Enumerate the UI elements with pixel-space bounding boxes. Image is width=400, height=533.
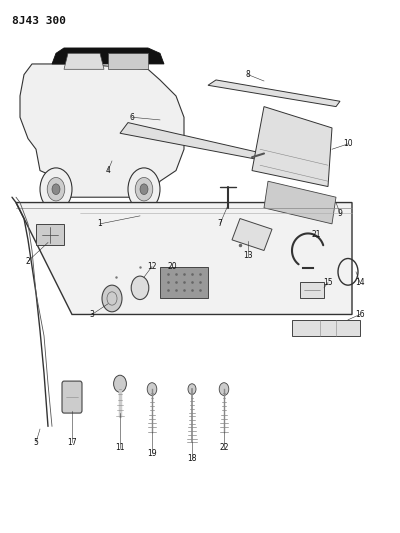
Text: 18: 18	[187, 454, 197, 463]
Circle shape	[52, 184, 60, 195]
Text: 20: 20	[167, 262, 177, 271]
Text: 4: 4	[106, 166, 110, 175]
Text: 10: 10	[343, 140, 353, 148]
Circle shape	[102, 285, 122, 312]
Text: 22: 22	[219, 443, 229, 452]
Polygon shape	[160, 266, 208, 298]
Text: 16: 16	[355, 310, 365, 319]
Text: 14: 14	[355, 278, 365, 287]
Circle shape	[128, 168, 160, 211]
Circle shape	[135, 177, 153, 201]
Polygon shape	[108, 53, 148, 69]
Text: 8: 8	[246, 70, 250, 79]
Polygon shape	[300, 282, 324, 298]
Text: 15: 15	[323, 278, 333, 287]
Text: 17: 17	[67, 438, 77, 447]
Text: 1: 1	[98, 220, 102, 228]
Circle shape	[188, 384, 196, 394]
Circle shape	[47, 177, 65, 201]
Polygon shape	[52, 48, 164, 64]
Polygon shape	[292, 320, 360, 336]
Polygon shape	[232, 219, 272, 251]
Polygon shape	[64, 53, 104, 69]
Text: 3: 3	[90, 310, 94, 319]
Text: 6: 6	[130, 113, 134, 122]
Circle shape	[140, 184, 148, 195]
Text: 19: 19	[147, 449, 157, 457]
Text: 12: 12	[147, 262, 157, 271]
Circle shape	[147, 383, 157, 395]
Polygon shape	[208, 80, 340, 107]
Circle shape	[131, 276, 149, 300]
Text: 11: 11	[115, 443, 125, 452]
Text: 13: 13	[243, 252, 253, 260]
Polygon shape	[16, 203, 352, 314]
Polygon shape	[20, 64, 184, 197]
Circle shape	[114, 375, 126, 392]
Text: 2: 2	[26, 257, 30, 265]
Polygon shape	[36, 224, 64, 245]
Text: 21: 21	[311, 230, 321, 239]
Circle shape	[219, 383, 229, 395]
Circle shape	[40, 168, 72, 211]
Text: 8J43 300: 8J43 300	[12, 16, 66, 26]
Text: 7: 7	[218, 220, 222, 228]
Polygon shape	[252, 107, 332, 187]
FancyBboxPatch shape	[62, 381, 82, 413]
Text: 9: 9	[338, 209, 342, 217]
Polygon shape	[120, 123, 268, 160]
Polygon shape	[264, 181, 336, 224]
Text: 5: 5	[34, 438, 38, 447]
